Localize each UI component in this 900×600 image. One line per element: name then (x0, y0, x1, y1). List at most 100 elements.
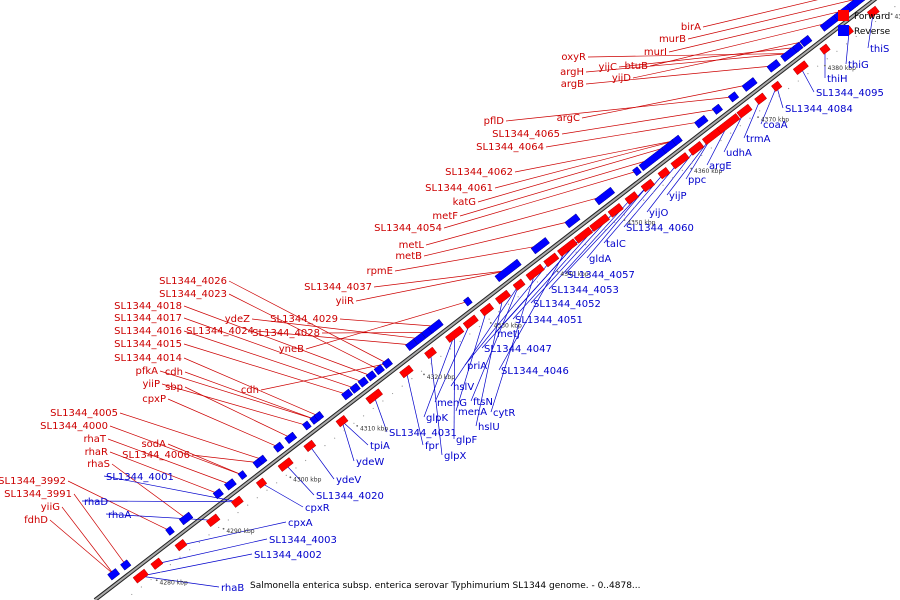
forward-leader-line (618, 46, 798, 68)
forward-gene-label: SL1344_4065 (492, 129, 560, 140)
ruler-dot (160, 571, 162, 573)
ruler-dot (391, 392, 394, 395)
reverse-gene-label: menA (458, 407, 487, 418)
forward-gene-label: cdh (241, 385, 259, 396)
ruler-dot (691, 162, 693, 164)
ruler-dot (652, 192, 654, 194)
tick-label: 4340 kbp (560, 271, 588, 278)
ruler-dot (420, 370, 423, 372)
reverse-leader-line (464, 259, 552, 366)
reverse-gene-label: rhaB (221, 583, 244, 594)
tick-dot (489, 322, 492, 324)
ruler-dot (739, 125, 741, 127)
reverse-gene-label: SL1344_4052 (533, 299, 601, 310)
forward-gene-label: murI (644, 47, 667, 58)
tick-dot (757, 116, 759, 118)
reverse-gene-label: gldA (589, 254, 611, 265)
forward-leader-line (632, 40, 807, 79)
reverse-gene-label: yijO (649, 208, 668, 219)
forward-gene-label: SL1344_4028 (252, 328, 320, 339)
reverse-gene-label: cpxR (305, 503, 330, 514)
forward-leader-line (305, 301, 468, 350)
ruler-dot (701, 154, 703, 157)
forward-gene-label: SL1344_4018 (114, 301, 182, 312)
reverse-gene-label: rhaA (108, 510, 131, 521)
reverse-leader-line (81, 500, 238, 503)
reverse-gene-label: priA (467, 361, 487, 372)
forward-gene-label: yiiG (41, 502, 60, 513)
forward-leader-line (167, 443, 243, 476)
reverse-gene-block (670, 152, 690, 170)
ruler-dot (778, 95, 780, 97)
forward-leader-line (191, 454, 259, 464)
forward-gene-block (711, 103, 724, 115)
ruler-dot (305, 459, 307, 462)
reverse-leader-line (373, 396, 388, 433)
forward-gene-label: SL1344_4006 (122, 450, 190, 461)
forward-leader-line (61, 506, 114, 575)
ruler-dot (633, 206, 635, 209)
ruler-dot (314, 452, 316, 454)
tick-label: 4390 kbp (894, 14, 900, 21)
reverse-gene-block (335, 414, 349, 428)
forward-leader-line (425, 195, 605, 246)
forward-leader-line (355, 270, 509, 302)
forward-gene-label: sodA (141, 439, 166, 450)
reverse-leader-line (261, 482, 304, 508)
forward-gene-label: SL1344_4026 (159, 276, 227, 287)
forward-leader-line (184, 371, 316, 420)
reverse-gene-block (556, 238, 578, 257)
ruler-dot (788, 87, 790, 90)
forward-gene-label: SL1344_4064 (476, 142, 544, 153)
forward-gene-block (357, 376, 369, 388)
reverse-leader-line (341, 420, 369, 446)
map-caption: Salmonella enterica subsp. enterica sero… (250, 581, 641, 591)
forward-leader-line (251, 318, 420, 340)
ruler-dot (430, 363, 432, 365)
forward-gene-label: rhaT (83, 434, 106, 445)
feature-blocks (107, 0, 880, 584)
forward-leader-line (161, 383, 307, 426)
reverse-gene-label: ppc (688, 175, 706, 186)
forward-gene-block (594, 186, 616, 206)
reverse-gene-block (624, 191, 640, 205)
tick-dot (155, 579, 158, 582)
tick-label: 4360 kbp (694, 168, 722, 175)
ruler-dot (198, 541, 200, 543)
forward-gene-label: SL1344_4062 (445, 167, 513, 178)
reverse-gene-label: SL1344_4020 (316, 491, 384, 502)
ruler-dot (672, 177, 674, 179)
ruler-dot (643, 199, 645, 201)
reverse-gene-label: SL1344_4057 (567, 270, 635, 281)
reverse-gene-block (424, 346, 437, 360)
ruler-dot (604, 229, 606, 231)
forward-leader-line (260, 363, 388, 391)
ruler-dot (440, 355, 442, 357)
ruler-dot (585, 244, 587, 246)
ruler-dot (662, 184, 664, 186)
forward-gene-block (799, 34, 813, 48)
reverse-gene-label: ftsN (473, 397, 493, 408)
reverse-leader-line (490, 272, 536, 413)
reverse-gene-label: rhaD (84, 497, 108, 508)
ruler-dot (556, 266, 558, 268)
reverse-gene-block (462, 314, 479, 330)
ruler-dot (594, 236, 597, 238)
forward-gene-label: SL1344_4037 (304, 282, 372, 293)
ruler-dot (401, 385, 403, 387)
reverse-leader-line (623, 160, 681, 228)
tick-label: 4350 kbp (627, 219, 655, 226)
reverse-gene-label: tpiA (370, 441, 390, 452)
reverse-leader-line (475, 297, 504, 427)
forward-gene-block (462, 296, 473, 307)
reverse-gene-label: argE (709, 161, 732, 172)
reverse-gene-label: glpF (456, 435, 477, 446)
ruler-dot (372, 407, 374, 410)
ruler-dot (131, 593, 133, 596)
forward-leader-line (159, 370, 316, 420)
forward-leader-line (505, 96, 734, 122)
ruler-dot (710, 147, 712, 149)
reverse-leader-line (406, 371, 424, 446)
forward-gene-block (284, 431, 298, 445)
